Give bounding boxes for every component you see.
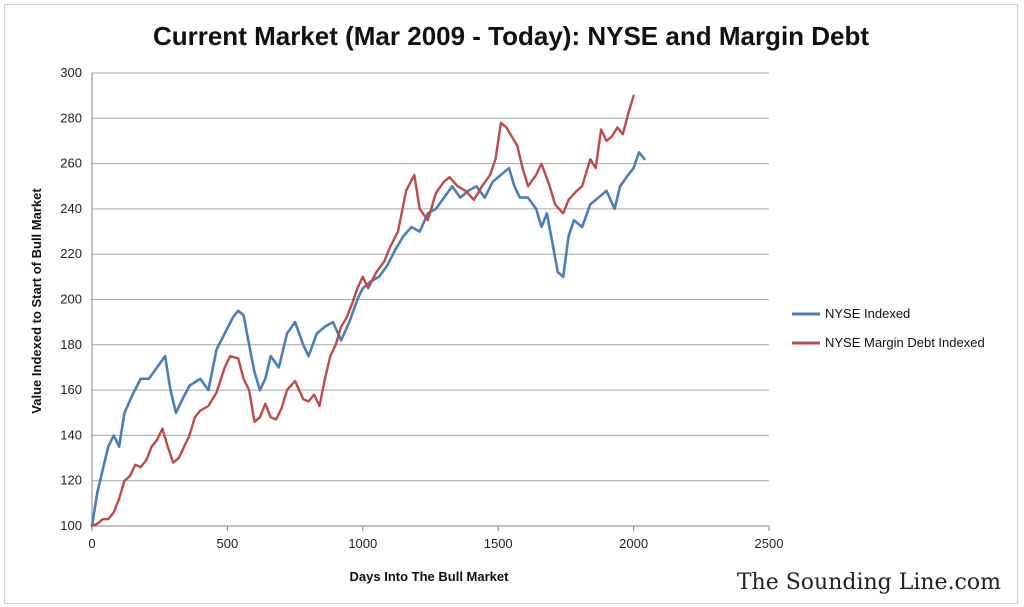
y-tick-label: 160 — [60, 382, 82, 397]
x-tick-label: 0 — [88, 536, 95, 551]
y-tick-label: 120 — [60, 473, 82, 488]
legend-label-nyse: NYSE Indexed — [825, 306, 910, 321]
x-axis-title: Days Into The Bull Market — [350, 569, 510, 584]
y-tick-label: 180 — [60, 337, 82, 352]
y-tick-label: 220 — [60, 246, 82, 261]
y-axis-title: Value Indexed to Start of Bull Market — [29, 188, 44, 414]
gridlines — [92, 72, 769, 482]
x-tick-label: 1000 — [348, 536, 377, 551]
y-tick-label: 260 — [60, 156, 82, 171]
y-tick-label: 200 — [60, 292, 82, 307]
y-tick-label: 280 — [60, 110, 82, 125]
series-line-margin-debt — [90, 94, 635, 528]
y-tick-label: 100 — [60, 518, 82, 533]
y-tick-label: 240 — [60, 201, 82, 216]
series-lines — [90, 94, 646, 528]
y-tick-label: 300 — [60, 65, 82, 80]
axes: 100 120 140 160 180 200 220 240 260 280 300 0 500 100… — [60, 65, 783, 551]
x-tick-label: 2000 — [619, 536, 648, 551]
legend: NYSE Indexed NYSE Margin Debt Indexed — [792, 306, 985, 350]
line-chart: Current Market (Mar 2009 - Today): NYSE … — [29, 21, 1001, 595]
x-tick-label: 1500 — [484, 536, 513, 551]
series-line-nyse — [90, 151, 646, 528]
x-tick-label: 2500 — [755, 536, 784, 551]
chart-title: Current Market (Mar 2009 - Today): NYSE … — [153, 21, 869, 51]
y-tick-label: 140 — [60, 427, 82, 442]
watermark: The Sounding Line.com — [737, 570, 1001, 595]
x-tick-label: 500 — [217, 536, 239, 551]
legend-label-margin-debt: NYSE Margin Debt Indexed — [825, 335, 985, 350]
chart-frame: Current Market (Mar 2009 - Today): NYSE … — [4, 4, 1018, 604]
